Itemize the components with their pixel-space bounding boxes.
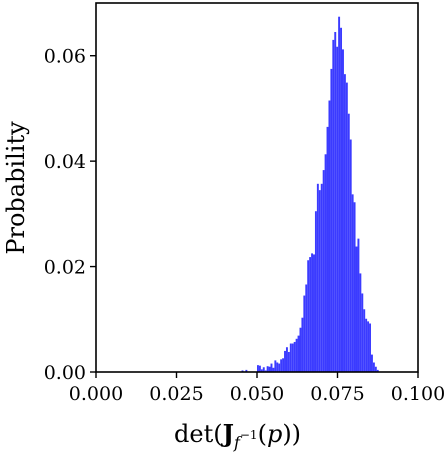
- x-axis: 0.000 0.025 0.050 0.075 0.100: [69, 372, 445, 405]
- histogram-bar: [316, 183, 319, 372]
- x-tick-label: 0.000: [69, 383, 123, 405]
- y-tick-label: 0.06: [44, 46, 86, 68]
- histogram-bar: [361, 293, 364, 372]
- x-axis-title: det(Jf−1(p)): [174, 419, 301, 452]
- histogram-bar: [318, 190, 321, 372]
- histogram-bar: [357, 238, 360, 372]
- histogram-bar: [301, 317, 304, 372]
- histogram-bars: [241, 16, 379, 373]
- histogram-bar: [307, 260, 310, 372]
- histogram-bar: [262, 367, 265, 372]
- histogram-bar: [299, 327, 302, 372]
- y-tick-label: 0.02: [44, 257, 86, 279]
- histogram-bar: [374, 366, 377, 372]
- histogram-bar: [284, 350, 286, 372]
- histogram-bar: [343, 74, 346, 372]
- histogram-bar: [311, 253, 314, 372]
- histogram-bar: [334, 31, 337, 373]
- histogram-bar: [276, 362, 279, 372]
- histogram-bar: [330, 68, 333, 372]
- histogram-bar: [266, 366, 269, 372]
- histogram-bar: [291, 343, 294, 372]
- histogram-bar: [351, 194, 354, 372]
- y-tick-label: 0.04: [44, 151, 86, 173]
- histogram-bar: [324, 154, 327, 372]
- histogram-bar: [270, 363, 273, 372]
- x-tick-label: 0.050: [230, 383, 284, 405]
- histogram-bar: [349, 139, 352, 372]
- histogram-bar: [338, 16, 341, 373]
- histogram-bar: [340, 27, 343, 373]
- histogram-bar: [268, 366, 271, 372]
- histogram-bar: [332, 39, 335, 373]
- histogram-bar: [322, 170, 325, 372]
- histogram-bar: [285, 347, 288, 372]
- histogram-bar: [365, 318, 368, 372]
- histogram-bar: [345, 82, 348, 372]
- histogram-bar: [295, 338, 298, 372]
- histogram-bar: [309, 257, 312, 372]
- histogram-bar: [289, 343, 292, 372]
- histogram-bar: [280, 359, 283, 372]
- histogram-bar: [355, 246, 358, 372]
- y-tick-label: 0.00: [44, 362, 86, 384]
- histogram-bar: [272, 367, 275, 372]
- histogram-bar: [359, 273, 362, 372]
- histogram-bar: [245, 369, 248, 372]
- histogram-bar: [314, 211, 317, 372]
- y-axis-title: Probability: [2, 121, 30, 255]
- histogram-bar: [278, 363, 281, 372]
- histogram-bar: [313, 254, 315, 372]
- histogram-bar: [282, 358, 285, 372]
- x-tick-label: 0.100: [391, 383, 445, 405]
- histogram-bar: [369, 323, 371, 372]
- histogram-bar: [293, 341, 296, 372]
- histogram-bar: [328, 100, 331, 373]
- histogram-bar: [257, 365, 259, 372]
- histogram-bar: [336, 46, 339, 372]
- histogram-bar: [258, 365, 261, 372]
- histogram-bar: [305, 284, 308, 372]
- histogram-bar: [376, 369, 379, 372]
- histogram-bar: [342, 49, 344, 372]
- histogram-bar: [326, 126, 329, 372]
- x-tick-label: 0.075: [310, 383, 364, 405]
- histogram-bar: [347, 113, 350, 372]
- histogram-bar: [274, 360, 277, 372]
- histogram-bar: [372, 362, 375, 372]
- x-tick-label: 0.025: [149, 383, 203, 405]
- y-axis: 0.00 0.02 0.04 0.06: [44, 46, 96, 384]
- histogram-bar: [260, 369, 263, 372]
- histogram-bar: [303, 295, 306, 372]
- histogram-bar: [363, 309, 366, 372]
- histogram-bar: [297, 335, 300, 372]
- histogram-bar: [287, 351, 290, 372]
- plot-frame: [95, 2, 419, 373]
- histogram-bar: [320, 183, 323, 372]
- histogram-bar: [353, 202, 356, 372]
- histogram-bar: [367, 321, 370, 372]
- histogram-bar: [370, 354, 373, 372]
